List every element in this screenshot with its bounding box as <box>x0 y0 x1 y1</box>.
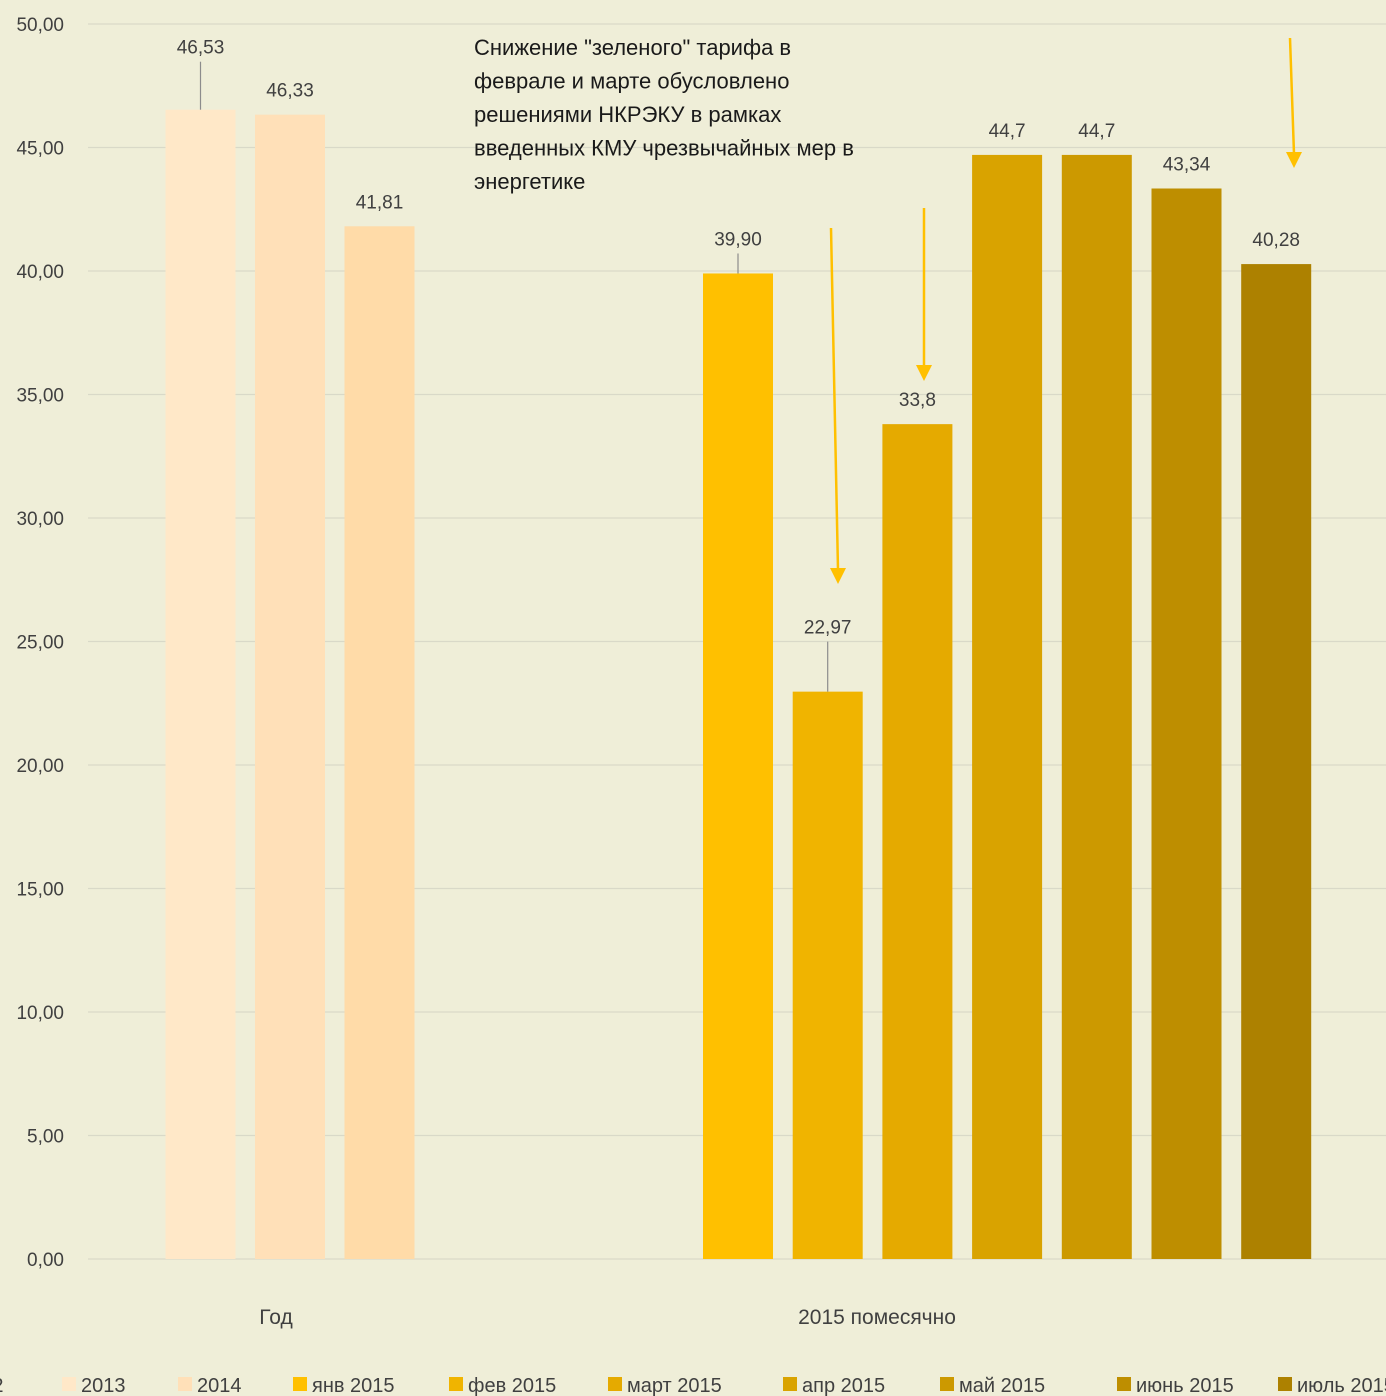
annotation-arrows <box>829 37 1302 584</box>
bar <box>255 114 325 1259</box>
annotation-line: феврале и марте обусловлено <box>474 69 789 94</box>
legend-item: июнь 2015 <box>1117 1375 1234 1396</box>
legend-item: апр 2015 <box>783 1375 885 1396</box>
arrow-head <box>830 568 846 584</box>
data-labels: 46,53 46,33 41,81 39,90 22,97 33,8 44,7 44,7 43,… <box>177 38 1300 692</box>
y-tick-label: 5,00 <box>27 1127 64 1148</box>
legend-label: 2013 <box>81 1375 126 1396</box>
legend-swatch <box>62 1377 76 1391</box>
legend-item: май 2015 <box>940 1375 1045 1396</box>
annotation-line: введенных КМУ чрезвычайных мер в <box>474 136 854 161</box>
bar <box>165 109 236 1260</box>
y-axis: 0,00 5,00 10,00 15,00 20,00 25,00 30,00 35,00 40… <box>16 15 64 1271</box>
y-tick-label: 30,00 <box>16 509 64 530</box>
legend-label: апр 2015 <box>802 1375 885 1396</box>
data-label: 22,97 <box>804 618 852 639</box>
legend: 2012 2013 2014 янв 2015 фев 2015 март 2015 апр… <box>0 1375 1386 1396</box>
bar <box>1151 188 1222 1260</box>
bar <box>792 691 863 1259</box>
legend-item: март 2015 <box>608 1375 722 1396</box>
legend-swatch <box>293 1377 307 1391</box>
legend-label: март 2015 <box>627 1375 722 1396</box>
legend-item: фев 2015 <box>449 1375 556 1396</box>
y-tick-label: 50,00 <box>16 15 64 36</box>
legend-item: янв 2015 <box>293 1375 395 1396</box>
legend-label: май 2015 <box>959 1375 1045 1396</box>
legend-swatch <box>178 1377 192 1391</box>
data-label: 44,7 <box>1078 121 1115 142</box>
category-label: 2015 помесячно <box>798 1306 956 1329</box>
y-tick-label: 0,00 <box>27 1250 64 1271</box>
legend-label: янв 2015 <box>312 1375 395 1396</box>
annotation-line: энергетике <box>474 169 585 194</box>
data-label: 46,53 <box>177 38 225 59</box>
bars <box>165 109 1312 1260</box>
legend-label: июль 2015 <box>1297 1375 1386 1396</box>
data-label: 33,8 <box>899 390 936 411</box>
data-label: 46,33 <box>266 81 314 102</box>
legend-swatch <box>449 1377 463 1391</box>
legend-item: июль 2015 <box>1278 1375 1386 1396</box>
annotation-text: Снижение "зеленого" тарифа в феврале и ма… <box>474 35 854 194</box>
legend-label: 2014 <box>197 1375 242 1396</box>
arrow-head <box>916 365 932 381</box>
y-tick-label: 35,00 <box>16 386 64 407</box>
category-label: Год <box>259 1306 292 1329</box>
legend-label: фев 2015 <box>468 1375 556 1396</box>
annotation-arrow <box>1288 37 1296 155</box>
legend-swatch <box>783 1377 797 1391</box>
data-label: 43,34 <box>1163 155 1211 176</box>
y-tick-label: 25,00 <box>16 633 64 654</box>
bar <box>344 226 415 1260</box>
y-tick-label: 15,00 <box>16 880 64 901</box>
legend-swatch <box>1117 1377 1131 1391</box>
legend-swatch <box>1278 1377 1292 1391</box>
bar <box>882 424 953 1259</box>
y-tick-label: 10,00 <box>16 1003 64 1024</box>
bar <box>1061 154 1132 1259</box>
legend-label: 2012 <box>0 1375 4 1396</box>
bar <box>703 273 773 1260</box>
legend-item: 2014 <box>178 1375 242 1396</box>
bar <box>1241 264 1312 1260</box>
legend-item: 2012 <box>0 1375 4 1396</box>
category-labels: Год 2015 помесячно <box>259 1306 956 1329</box>
y-tick-label: 45,00 <box>16 139 64 160</box>
y-tick-label: 20,00 <box>16 756 64 777</box>
y-tick-label: 40,00 <box>16 262 64 283</box>
legend-item: 2013 <box>62 1375 126 1396</box>
arrow-head <box>1286 152 1302 168</box>
annotation-line: решениями НКРЭКУ в рамках <box>474 102 781 127</box>
data-label: 41,81 <box>356 192 404 213</box>
legend-label: июнь 2015 <box>1136 1375 1234 1396</box>
legend-swatch <box>608 1377 622 1391</box>
data-label: 40,28 <box>1252 230 1300 251</box>
bar <box>972 154 1043 1259</box>
data-label: 39,90 <box>714 229 762 250</box>
data-label: 44,7 <box>989 121 1026 142</box>
annotation-arrow <box>829 227 840 571</box>
annotation-line: Снижение "зеленого" тарифа в <box>474 35 791 60</box>
legend-swatch <box>940 1377 954 1391</box>
